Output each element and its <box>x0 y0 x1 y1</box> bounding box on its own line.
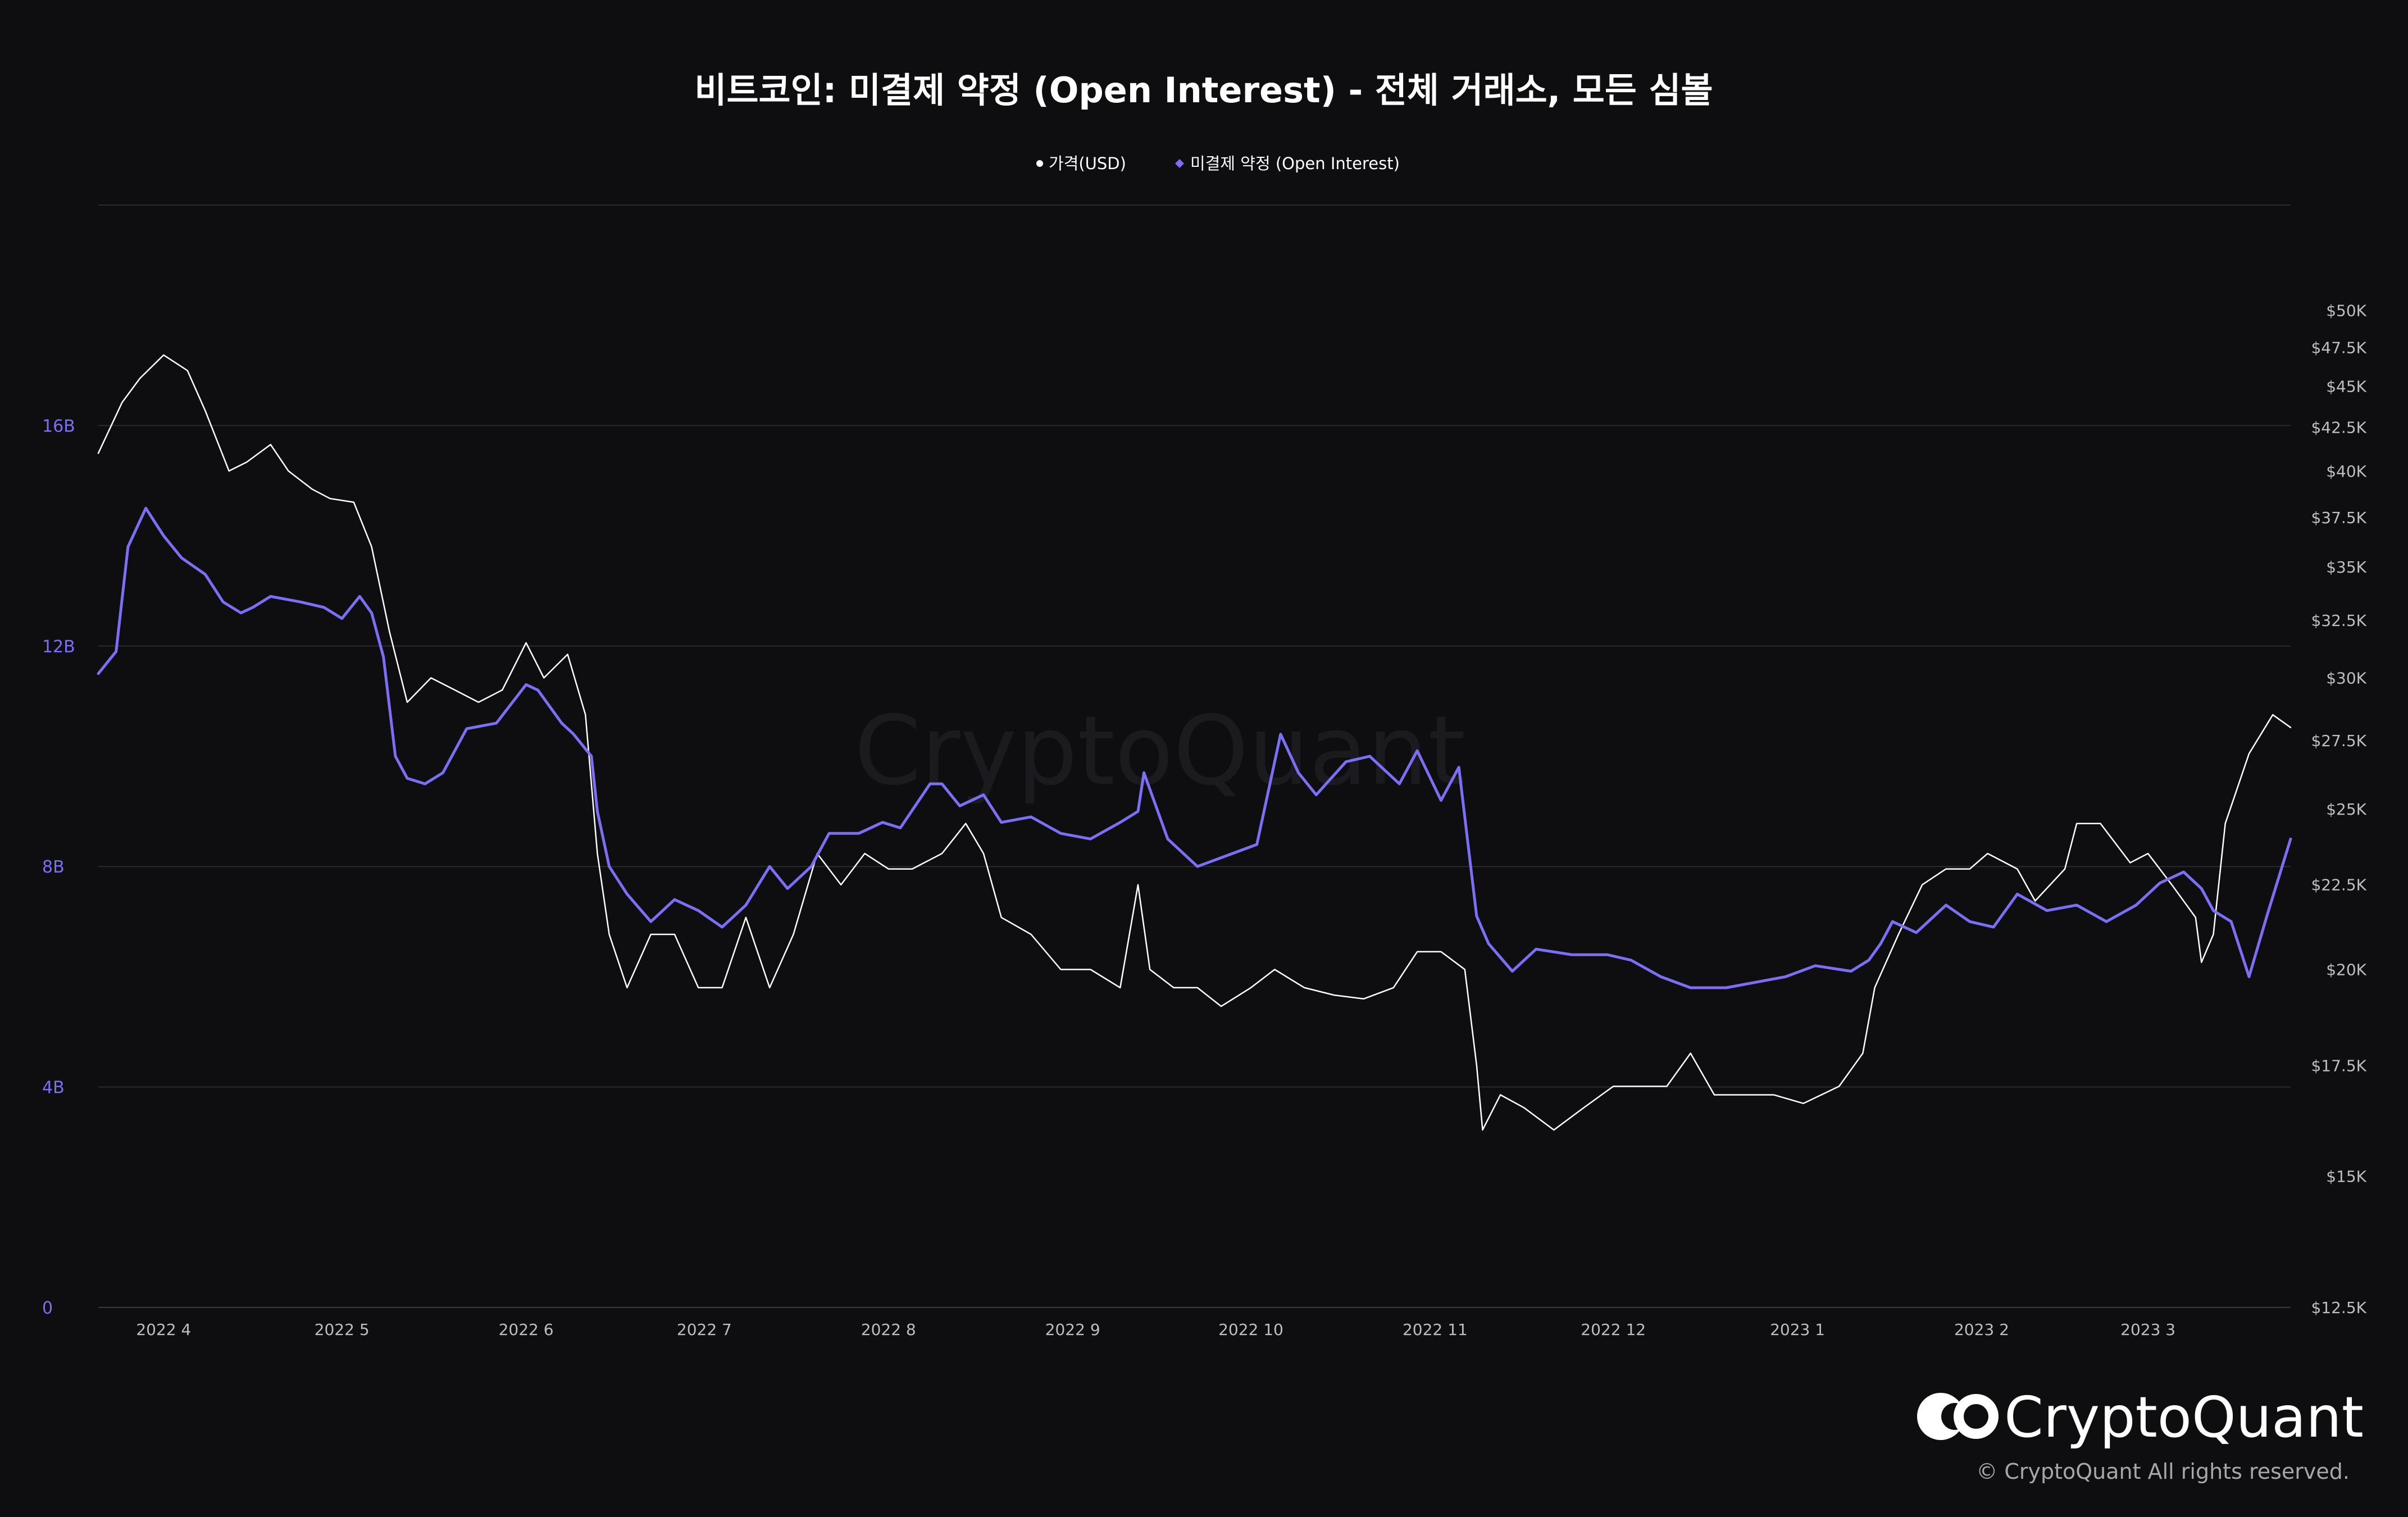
right-tick-label: $35K <box>2326 558 2366 576</box>
x-tick-label: 2023 2 <box>1954 1320 2009 1339</box>
x-tick-label: 2022 4 <box>136 1320 191 1339</box>
right-tick-label: $50K <box>2326 302 2366 320</box>
right-tick-label: $22.5K <box>2311 876 2366 894</box>
open-interest-series-line <box>97 507 2292 989</box>
right-axis-ticks: $12.5K $15K $17.5K $20K $22.5K $25K $27.5K $30K… <box>2311 302 2366 1317</box>
right-tick-label: $42.5K <box>2311 419 2366 437</box>
left-axis-ticks: 0 4B 8B 12B 16B <box>42 416 75 1318</box>
x-tick-label: 2023 1 <box>1770 1320 1825 1339</box>
left-tick-label: 8B <box>42 857 65 877</box>
right-tick-label: $25K <box>2326 800 2366 819</box>
right-tick-label: $15K <box>2326 1168 2366 1186</box>
brand-logo: CryptoQuant <box>1917 1384 2364 1450</box>
price-series-line <box>97 354 2292 1131</box>
legend-price-marker <box>1036 160 1043 167</box>
legend-oi-marker <box>1175 159 1184 168</box>
x-tick-label: 2022 7 <box>677 1320 732 1339</box>
x-tick-label: 2022 5 <box>315 1320 370 1339</box>
gridlines <box>98 205 2291 1308</box>
watermark-text: CryptoQuant <box>854 696 1465 807</box>
x-axis-ticks: 2022 4 2022 5 2022 6 2022 7 2022 8 2022 9 2022… <box>136 1320 2175 1339</box>
chart-title: 비트코인: 미결제 약정 (Open Interest) - 전체 거래소, 모… <box>694 70 1713 111</box>
left-tick-label: 4B <box>42 1078 65 1098</box>
x-tick-label: 2022 6 <box>499 1320 554 1339</box>
legend[interactable]: 가격(USD) 미결제 약정 (Open Interest) <box>1036 154 1400 173</box>
right-tick-label: $20K <box>2326 960 2366 979</box>
right-tick-label: $12.5K <box>2311 1298 2366 1317</box>
right-tick-label: $45K <box>2326 378 2366 396</box>
left-tick-label: 0 <box>42 1298 53 1318</box>
right-tick-label: $17.5K <box>2311 1056 2366 1075</box>
legend-price-label[interactable]: 가격(USD) <box>1049 154 1126 173</box>
right-tick-label: $47.5K <box>2311 338 2366 357</box>
logo-icon-ring-hole <box>1964 1404 1988 1429</box>
legend-oi-label[interactable]: 미결제 약정 (Open Interest) <box>1190 154 1400 173</box>
x-tick-label: 2023 3 <box>2120 1320 2175 1339</box>
left-tick-label: 12B <box>42 637 75 657</box>
left-tick-label: 16B <box>42 416 75 436</box>
brand-name: CryptoQuant <box>2004 1384 2364 1450</box>
copyright-text: © CryptoQuant All rights reserved. <box>1976 1459 2350 1484</box>
right-tick-label: $27.5K <box>2311 732 2366 750</box>
x-tick-label: 2022 10 <box>1218 1320 1283 1339</box>
right-tick-label: $37.5K <box>2311 508 2366 527</box>
right-tick-label: $30K <box>2326 669 2366 688</box>
x-tick-label: 2022 9 <box>1045 1320 1100 1339</box>
x-tick-label: 2022 11 <box>1403 1320 1468 1339</box>
x-tick-label: 2022 8 <box>861 1320 916 1339</box>
series-lines <box>97 354 2292 1131</box>
x-tick-label: 2022 12 <box>1581 1320 1646 1339</box>
right-tick-label: $32.5K <box>2311 611 2366 630</box>
right-tick-label: $40K <box>2326 462 2366 480</box>
